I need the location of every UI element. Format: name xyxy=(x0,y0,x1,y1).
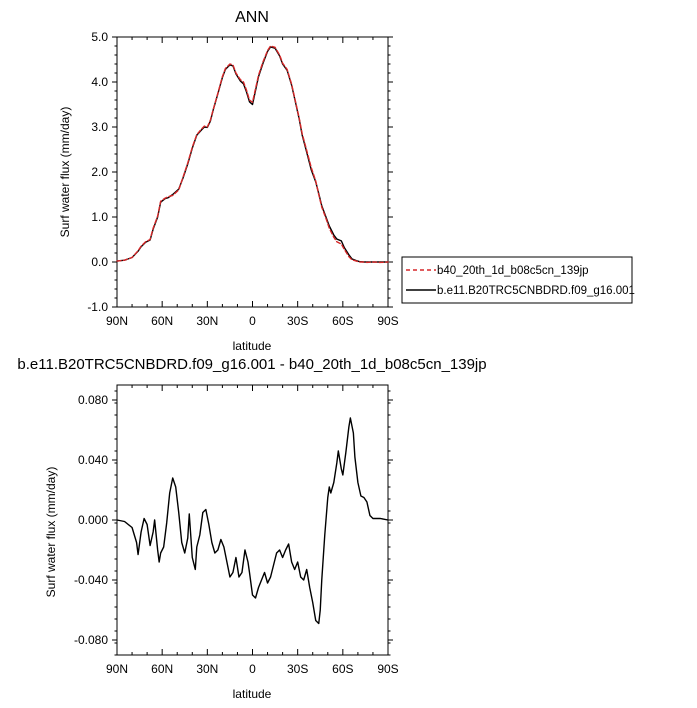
legend-box xyxy=(401,256,633,304)
chart-top-legend: b40_20th_1d_b08c5cn_139jp b.e11.B20TRC5C… xyxy=(401,256,635,304)
y-tick-label: 3.0 xyxy=(91,120,108,134)
x-tick-label: 90S xyxy=(377,314,398,328)
y-tick-label: 5.0 xyxy=(91,30,108,44)
y-tick-label: 0.000 xyxy=(78,513,108,527)
chart-top-ylabel: Surf water flux (mm/day) xyxy=(58,107,72,238)
y-tick-label: 0.040 xyxy=(78,453,108,467)
chart-top: ANN Surf water flux (mm/day) 90N 60N 30N 0 3… xyxy=(58,9,635,353)
x-tick-label: 0 xyxy=(249,662,256,676)
x-tick-label: 0 xyxy=(249,314,256,328)
chart-top-plot-frame xyxy=(116,36,389,308)
chart-top-x-tick-labels: 90N 60N 30N 0 30S 60S 90S xyxy=(106,314,399,328)
chart-bottom: b.e11.B20TRC5CNBDRD.f09_g16.001 - b40_20… xyxy=(17,356,486,701)
x-tick-label: 90N xyxy=(106,662,128,676)
y-tick-label: -1.0 xyxy=(87,300,108,314)
chart-top-y-tick-labels: -1.0 0.0 1.0 2.0 3.0 4.0 5.0 xyxy=(87,30,108,314)
y-tick-label: -0.080 xyxy=(74,633,108,647)
x-tick-label: 30S xyxy=(287,314,308,328)
x-tick-label: 60N xyxy=(151,314,173,328)
y-tick-label: 2.0 xyxy=(91,165,108,179)
series-line-1 xyxy=(116,45,389,264)
x-tick-label: 30N xyxy=(196,662,218,676)
series-line-1 xyxy=(116,417,389,625)
y-tick-label: -0.040 xyxy=(74,573,108,587)
series-line-2 xyxy=(116,46,389,263)
chart-bottom-plot-frame xyxy=(116,384,389,656)
chart-top-xlabel: latitude xyxy=(233,339,272,353)
x-tick-label: 30S xyxy=(287,662,308,676)
chart-top-ticks xyxy=(112,36,393,308)
x-tick-label: 60S xyxy=(332,662,353,676)
chart-bottom-y-tick-labels: -0.080 -0.040 0.000 0.040 0.080 xyxy=(74,393,108,647)
y-tick-label: 1.0 xyxy=(91,210,108,224)
chart-bottom-series xyxy=(116,417,389,625)
x-tick-label: 90S xyxy=(377,662,398,676)
y-tick-label: 0.080 xyxy=(78,393,108,407)
y-tick-label: 4.0 xyxy=(91,75,108,89)
chart-bottom-ylabel: Surf water flux (mm/day) xyxy=(44,467,58,598)
chart-top-series xyxy=(116,45,389,264)
chart-bottom-x-tick-labels: 90N 60N 30N 0 30S 60S 90S xyxy=(106,662,399,676)
legend-series-2-label: b.e11.B20TRC5CNBDRD.f09_g16.001 xyxy=(437,285,635,297)
x-tick-label: 30N xyxy=(196,314,218,328)
x-tick-label: 90N xyxy=(106,314,128,328)
legend-series-1-label: b40_20th_1d_b08c5cn_139jp xyxy=(437,265,589,277)
x-tick-label: 60N xyxy=(151,662,173,676)
x-tick-label: 60S xyxy=(332,314,353,328)
chart-bottom-xlabel: latitude xyxy=(233,687,272,701)
chart-top-title: ANN xyxy=(235,9,269,26)
chart-bottom-title: b.e11.B20TRC5CNBDRD.f09_g16.001 - b40_20… xyxy=(17,356,486,373)
y-tick-label: 0.0 xyxy=(91,255,108,269)
